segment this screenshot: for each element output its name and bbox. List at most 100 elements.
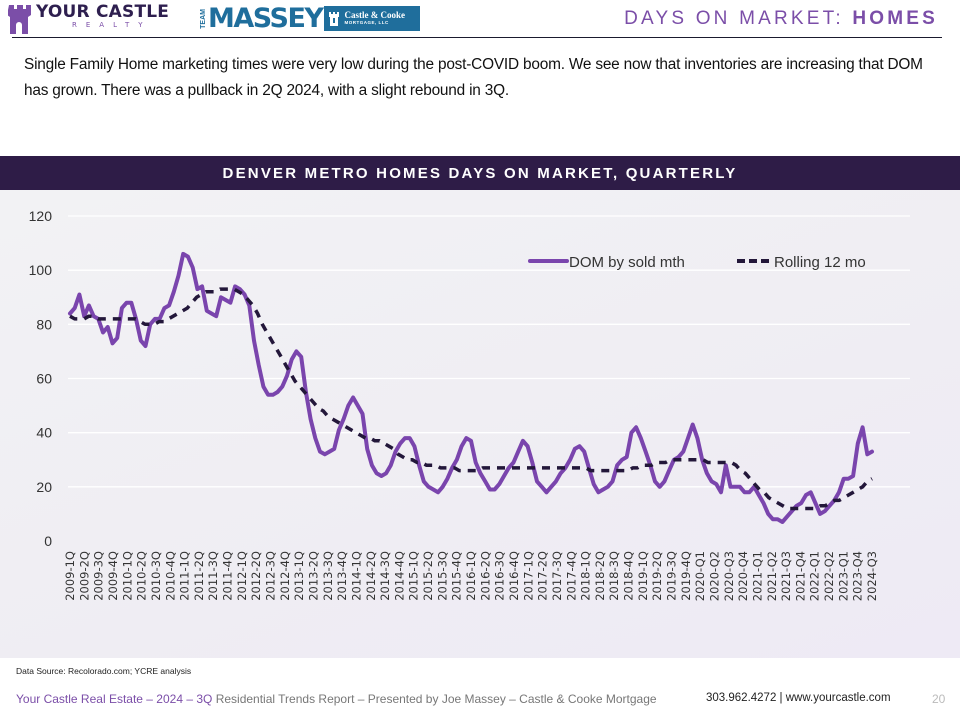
x-tick-label: 2013-4Q — [335, 551, 349, 601]
footer-text: Your Castle Real Estate – 2024 – 3Q Resi… — [16, 692, 657, 706]
page-title-prefix: DAYS ON MARKET: — [624, 8, 853, 29]
x-tick-label: 2011-3Q — [206, 551, 220, 601]
x-tick-label: 2012-4Q — [278, 551, 292, 601]
page-title: DAYS ON MARKET: HOMES — [624, 8, 938, 30]
legend-label-dom: DOM by sold mth — [569, 254, 685, 271]
logo-secondary-text: REALTY — [72, 21, 152, 29]
x-tick-label: 2019-3Q — [665, 551, 679, 601]
x-tick-label: 2015-4Q — [450, 551, 464, 601]
x-tick-label: 2014-4Q — [392, 551, 406, 601]
chart-legend: DOM by sold mth Rolling 12 mo — [528, 254, 866, 271]
y-tick-label: 100 — [29, 262, 53, 278]
x-tick-label: 2015-2Q — [421, 551, 435, 601]
data-source-note: Data Source: Recolorado.com; YCRE analys… — [16, 666, 192, 676]
x-tick-label: 2021-Q3 — [779, 551, 793, 601]
x-tick-label: 2013-3Q — [321, 551, 335, 601]
x-tick-label: 2012-1Q — [235, 551, 249, 601]
y-tick-label: 120 — [29, 208, 53, 224]
footer-brand: Your Castle Real Estate – 2024 – 3Q — [16, 692, 216, 706]
gridlines — [68, 215, 910, 488]
x-tick-label: 2020-Q3 — [722, 551, 736, 601]
legend-label-rolling: Rolling 12 mo — [774, 254, 866, 271]
x-tick-label: 2017-1Q — [521, 551, 535, 601]
x-tick-label: 2011-4Q — [221, 551, 235, 601]
x-tick-label: 2014-2Q — [364, 551, 378, 601]
x-tick-label: 2018-2Q — [593, 551, 607, 601]
x-tick-label: 2009-1Q — [63, 551, 77, 601]
logo-primary-text: YOUR CASTLE — [36, 2, 170, 22]
x-tick-label: 2019-1Q — [636, 551, 650, 601]
x-tick-label: 2022-Q1 — [808, 551, 822, 601]
x-tick-label: 2024-Q3 — [865, 551, 879, 601]
page-title-bold: HOMES — [852, 8, 938, 29]
x-tick-label: 2023-Q1 — [836, 551, 850, 601]
series-rolling-12mo-line — [69, 287, 873, 511]
series-lines — [68, 251, 874, 524]
chart-area: 0 20 40 60 80 100 120 2009-1Q 2009-2Q 2009-3Q 200… — [0, 190, 960, 658]
castle-cooke-sub: MORTGAGE, LLC — [344, 20, 389, 26]
x-tick-label: 2012-2Q — [249, 551, 263, 601]
footer-contact: 303.962.4272 | www.yourcastle.com — [706, 692, 891, 704]
x-tick-label: 2015-3Q — [435, 551, 449, 601]
y-tick-label: 0 — [44, 533, 52, 549]
x-tick-label: 2011-2Q — [192, 551, 206, 601]
x-tick-label: 2013-1Q — [292, 551, 306, 601]
y-axis-ticks: 0 20 40 60 80 100 120 — [29, 208, 53, 549]
x-tick-label: 2012-3Q — [264, 551, 278, 601]
x-tick-label: 2020-Q4 — [736, 551, 750, 601]
dom-line-chart: 0 20 40 60 80 100 120 2009-1Q 2009-2Q 2009-3Q 200… — [29, 208, 910, 601]
x-tick-label: 2021-Q2 — [765, 551, 779, 601]
x-tick-label: 2020-Q2 — [707, 551, 721, 601]
castle-cooke-badge: Castle & Cooke MORTGAGE, LLC — [324, 6, 421, 31]
massey-label: MASSEY — [208, 3, 324, 34]
x-axis-ticks: 2009-1Q 2009-2Q 2009-3Q 2009-4Q 2010-1Q 2010-… — [63, 551, 879, 601]
x-tick-label: 2015-1Q — [407, 551, 421, 601]
x-tick-label: 2014-1Q — [349, 551, 363, 601]
y-tick-label: 40 — [36, 425, 52, 441]
x-tick-label: 2017-4Q — [564, 551, 578, 601]
y-tick-label: 20 — [36, 479, 52, 495]
x-tick-label: 2010-3Q — [149, 551, 163, 601]
castle-icon — [8, 5, 31, 34]
x-tick-label: 2009-3Q — [92, 551, 106, 601]
x-tick-label: 2011-1Q — [178, 551, 192, 601]
x-tick-label: 2021-Q4 — [793, 551, 807, 601]
y-tick-label: 60 — [36, 371, 52, 387]
team-massey-logo: TEAM MASSEY Castle & Cooke MORTGAGE, LLC — [200, 3, 421, 34]
castle-cooke-icon — [329, 11, 340, 26]
intro-paragraph: Single Family Home marketing times were … — [24, 56, 923, 99]
x-tick-label: 2016-3Q — [493, 551, 507, 601]
x-tick-label: 2009-4Q — [106, 551, 120, 601]
x-tick-label: 2019-2Q — [650, 551, 664, 601]
x-tick-label: 2017-2Q — [536, 551, 550, 601]
chart-title: DENVER METRO HOMES DAYS ON MARKET, QUART… — [222, 164, 738, 182]
x-tick-label: 2009-2Q — [77, 551, 91, 601]
castle-cooke-name: Castle & Cooke — [344, 10, 405, 21]
chart-title-bar: DENVER METRO HOMES DAYS ON MARKET, QUART… — [0, 156, 960, 190]
page-number: 20 — [932, 692, 946, 706]
y-tick-label: 80 — [36, 316, 52, 332]
x-tick-label: 2023-Q4 — [851, 551, 865, 601]
team-label: TEAM — [200, 8, 207, 29]
x-tick-label: 2017-3Q — [550, 551, 564, 601]
x-tick-label: 2019-4Q — [679, 551, 693, 601]
series-dom-line — [68, 251, 874, 524]
footer-report: Residential Trends Report – Presented by… — [215, 692, 657, 706]
x-tick-label: 2010-4Q — [163, 551, 177, 601]
x-tick-label: 2016-1Q — [464, 551, 478, 601]
x-tick-label: 2022-Q2 — [822, 551, 836, 601]
x-tick-label: 2020-Q1 — [693, 551, 707, 601]
x-tick-label: 2021-Q1 — [750, 551, 764, 601]
header-divider — [12, 37, 942, 38]
x-tick-label: 2016-4Q — [507, 551, 521, 601]
x-tick-label: 2013-2Q — [306, 551, 320, 601]
x-tick-label: 2018-4Q — [622, 551, 636, 601]
x-tick-label: 2010-1Q — [120, 551, 134, 601]
x-tick-label: 2010-2Q — [135, 551, 149, 601]
x-tick-label: 2014-3Q — [378, 551, 392, 601]
page-header: YOUR CASTLE REALTY TEAM MASSEY Castle & … — [0, 0, 960, 40]
x-tick-label: 2018-3Q — [607, 551, 621, 601]
x-tick-label: 2018-1Q — [579, 551, 593, 601]
your-castle-logo: YOUR CASTLE REALTY — [8, 4, 169, 34]
x-tick-label: 2016-2Q — [478, 551, 492, 601]
